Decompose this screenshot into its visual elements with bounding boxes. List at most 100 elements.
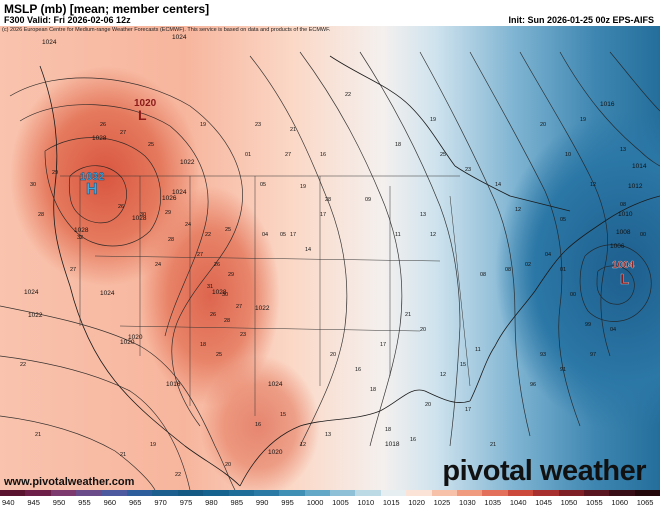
coastlines	[39, 55, 660, 487]
low-center-marker-atlantic[interactable]: 1004 L	[612, 260, 635, 288]
colorbar-swatch	[583, 490, 610, 496]
colorbar-tick-label: 970	[154, 498, 167, 507]
svg-text:01: 01	[245, 152, 251, 158]
contour-label: 1008	[616, 229, 631, 236]
contour-label: 1022	[28, 312, 43, 319]
svg-text:12: 12	[440, 372, 446, 378]
svg-text:23: 23	[465, 167, 471, 173]
contour-label: 1022	[180, 159, 195, 166]
colorbar-tick-label: 1025	[433, 498, 451, 507]
colorbar-tick-label: 955	[78, 498, 91, 507]
high-center-letter: H	[86, 181, 98, 198]
svg-text:17: 17	[290, 232, 296, 238]
svg-text:13: 13	[325, 432, 331, 438]
svg-text:17: 17	[465, 407, 471, 413]
copyright-notice: (c) 2026 European Centre for Medium-rang…	[2, 27, 331, 33]
low-center-letter: L	[620, 271, 629, 288]
svg-text:12: 12	[515, 207, 521, 213]
svg-text:16: 16	[410, 437, 416, 443]
svg-text:91: 91	[560, 367, 566, 373]
colorbar-tick-label: 1035	[484, 498, 502, 507]
svg-text:26: 26	[210, 312, 216, 318]
svg-text:28: 28	[325, 197, 331, 203]
svg-text:02: 02	[525, 262, 531, 268]
svg-text:16: 16	[355, 367, 361, 373]
svg-text:00: 00	[570, 292, 576, 298]
svg-text:04: 04	[262, 232, 268, 238]
contour-label: 1028	[212, 289, 227, 296]
svg-text:29: 29	[52, 170, 58, 176]
svg-text:19: 19	[430, 117, 436, 123]
svg-text:28: 28	[168, 237, 174, 243]
colorbar-tick-label: 960	[103, 498, 117, 507]
contour-label: 1022	[255, 305, 270, 312]
colorbar-tick-label: 1005	[332, 498, 349, 507]
svg-text:27: 27	[197, 252, 203, 258]
colorbar-tick-label: 945	[27, 498, 40, 507]
colorbar-swatch	[355, 490, 381, 496]
high-center-marker[interactable]: 1032 H	[80, 171, 105, 198]
colorbar-tick-label: 1020	[408, 498, 425, 507]
low-center-letter: L	[138, 107, 147, 123]
svg-text:18: 18	[395, 142, 401, 148]
colorbar-swatch	[279, 490, 305, 496]
low-center-marker-west[interactable]: 1020 L	[134, 98, 157, 123]
svg-text:27: 27	[285, 152, 291, 158]
colorbar-tick-label: 990	[255, 498, 269, 507]
svg-text:22: 22	[205, 232, 211, 238]
svg-text:08: 08	[505, 267, 511, 273]
colorbar-tick-label: 1055	[585, 498, 603, 507]
svg-text:27: 27	[236, 304, 242, 310]
svg-text:24: 24	[185, 222, 191, 228]
ridge-shading	[140, 186, 280, 406]
svg-text:93: 93	[540, 352, 546, 358]
svg-text:26: 26	[214, 262, 220, 268]
svg-text:21: 21	[290, 127, 296, 133]
svg-text:21: 21	[490, 442, 496, 448]
colorbar-tick-label: 995	[281, 498, 294, 507]
svg-text:05: 05	[560, 217, 566, 223]
svg-text:24: 24	[155, 262, 161, 268]
contour-label: 1024	[100, 290, 115, 297]
svg-text:00: 00	[640, 232, 646, 238]
colorbar-swatch	[558, 490, 584, 496]
svg-text:19: 19	[200, 122, 206, 128]
svg-text:25: 25	[225, 227, 231, 233]
svg-text:21: 21	[120, 452, 126, 458]
colorbar-swatch	[634, 490, 660, 496]
map-panel[interactable]: 30 29 28 32 26 30 29 24 22 25 27 26 29 31 30 27 26 2…	[0, 26, 660, 490]
svg-text:18: 18	[200, 342, 206, 348]
svg-text:21: 21	[35, 432, 41, 438]
svg-text:99: 99	[585, 322, 591, 328]
svg-text:30: 30	[140, 212, 146, 218]
svg-text:08: 08	[620, 202, 626, 208]
low-center-value: 1020	[134, 98, 157, 109]
colorbar-swatch	[50, 490, 77, 496]
svg-text:29: 29	[165, 210, 171, 216]
member-center-labels: 30 29 28 32 26 30 29 24 22 25 27 26 29 31 30 27 26 2…	[20, 92, 646, 478]
svg-text:22: 22	[20, 362, 26, 368]
contour-label: 1006	[610, 243, 625, 250]
contour-label: 1010	[618, 211, 633, 218]
svg-text:17: 17	[320, 212, 326, 218]
svg-text:12: 12	[590, 182, 596, 188]
svg-text:13: 13	[620, 147, 626, 153]
colorbar-swatch	[0, 490, 26, 496]
svg-text:14: 14	[305, 247, 311, 253]
contour-label: 1016	[600, 101, 615, 108]
colorbar-swatch	[253, 490, 280, 496]
contour-label: 1020	[128, 334, 143, 341]
contour-label: 1028	[132, 215, 147, 222]
colorbar-tick-label: 1000	[306, 498, 324, 507]
contour-label: 1018	[385, 441, 400, 448]
svg-text:08: 08	[480, 272, 486, 278]
site-url[interactable]: www.pivotalweather.com	[4, 476, 135, 488]
colorbar-swatch	[330, 490, 356, 496]
state-borders	[60, 175, 471, 416]
svg-text:22: 22	[175, 472, 181, 478]
colorbar-tick-label: 950	[52, 498, 66, 507]
colorbar-tick-label: 975	[179, 498, 193, 507]
contour-label: 1026	[162, 195, 177, 202]
svg-text:30: 30	[222, 292, 228, 298]
pressure-map: 30 29 28 32 26 30 29 24 22 25 27 26 29 31 30 27 26 2…	[0, 26, 660, 490]
